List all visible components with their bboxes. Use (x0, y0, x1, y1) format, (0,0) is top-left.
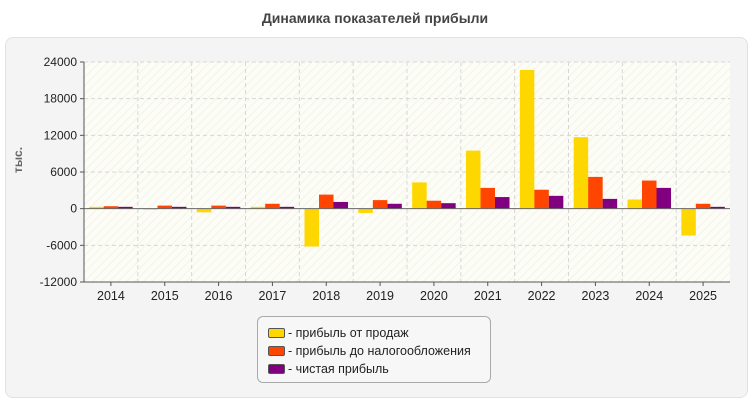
bar-sales-profit (412, 182, 427, 209)
bar-pretax-profit (426, 200, 442, 209)
legend-swatch-pretax-profit (268, 346, 285, 356)
bar-pretax-profit (319, 194, 334, 209)
bar-net-profit (710, 206, 725, 209)
y-tick-label: 24000 (44, 55, 78, 69)
axes: 24000 18000 12000 6000 0 -6000 -12000 2014 2015 2… (40, 55, 730, 303)
legend-label-net-profit: - чистая прибыль (288, 362, 389, 376)
bar-net-profit (548, 195, 564, 209)
y-axis-label: тыс. (11, 147, 25, 173)
bar-sales-profit (196, 208, 212, 213)
y-tick-label: 12000 (44, 128, 78, 142)
legend-label-pretax-profit: - прибыль до налогообложения (288, 344, 471, 358)
bar-sales-profit (89, 206, 104, 209)
bar-net-profit (279, 206, 295, 209)
bar-sales-profit (519, 69, 535, 209)
bar-net-profit (495, 197, 510, 209)
bar-net-profit (656, 187, 671, 209)
legend-item-pretax-profit: - прибыль до налогообложения (268, 342, 490, 360)
legend: - прибыль от продаж - прибыль до налогоо… (257, 316, 491, 383)
bar-pretax-profit (372, 200, 388, 209)
x-tick-label: 2016 (205, 289, 233, 303)
bar-sales-profit (250, 206, 266, 209)
grid-lines (84, 61, 730, 283)
x-tick-label: 2021 (474, 289, 502, 303)
x-tick-label: 2024 (635, 289, 663, 303)
x-tick-label: 2017 (259, 289, 287, 303)
x-tick-label: 2025 (689, 289, 717, 303)
y-tick-label: 18000 (44, 92, 78, 106)
legend-swatch-sales-profit (268, 328, 285, 338)
bar-pretax-profit (695, 203, 711, 209)
x-tick-label: 2020 (420, 289, 448, 303)
legend-swatch-net-profit (268, 364, 285, 374)
x-tick-label: 2023 (582, 289, 610, 303)
bar-pretax-profit (480, 187, 495, 209)
bar-pretax-profit (588, 176, 603, 209)
legend-label-sales-profit: - прибыль от продаж (288, 326, 409, 340)
x-tick-label: 2014 (97, 289, 125, 303)
legend-item-sales-profit: - прибыль от продаж (268, 324, 490, 342)
bar-pretax-profit (642, 180, 657, 209)
chart-title: Динамика показателей прибыли (261, 10, 489, 26)
bar-sales-profit (304, 208, 319, 247)
y-tick-label: -6000 (46, 238, 77, 252)
bar-pretax-profit (534, 189, 549, 209)
bar-pretax-profit (157, 205, 172, 209)
bar-sales-profit (681, 208, 696, 236)
bar-sales-profit (627, 199, 642, 209)
x-tick-label: 2015 (151, 289, 179, 303)
bar-net-profit (172, 206, 187, 209)
bar-sales-profit (358, 208, 373, 213)
y-tick-label: 0 (70, 202, 77, 216)
bar-net-profit (387, 203, 402, 209)
x-tick-label: 2018 (312, 289, 340, 303)
bar-net-profit (602, 198, 618, 209)
bars (89, 69, 725, 247)
bar-net-profit (441, 203, 456, 209)
bar-pretax-profit (265, 203, 280, 209)
bar-pretax-profit (103, 206, 119, 209)
bar-net-profit (225, 206, 241, 209)
bar-sales-profit (466, 150, 481, 209)
bar-net-profit (333, 201, 348, 209)
bar-pretax-profit (211, 205, 226, 209)
bar-sales-profit (573, 137, 589, 209)
legend-item-net-profit: - чистая прибыль (268, 360, 490, 378)
bar-net-profit (118, 206, 133, 209)
x-tick-label: 2022 (528, 289, 556, 303)
x-tick-label: 2019 (366, 289, 394, 303)
y-tick-label: -12000 (40, 275, 78, 289)
y-tick-label: 6000 (50, 165, 77, 179)
